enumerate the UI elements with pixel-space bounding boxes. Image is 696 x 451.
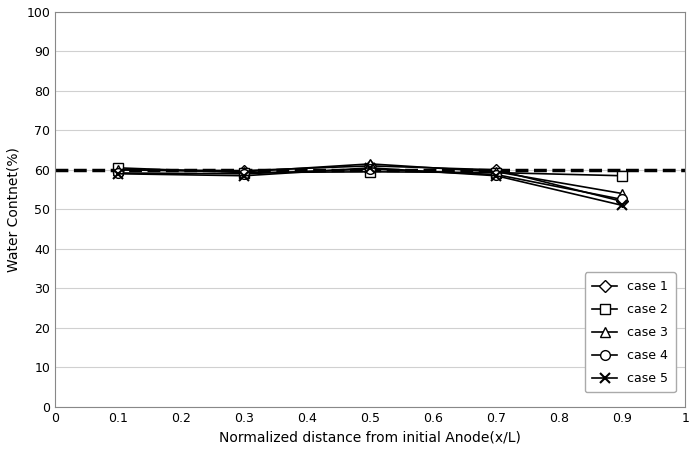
Y-axis label: Water Contnet(%): Water Contnet(%) xyxy=(7,147,21,272)
X-axis label: Normalized distance from initial Anode(x/L): Normalized distance from initial Anode(x… xyxy=(219,430,521,444)
Legend: case 1, case 2, case 3, case 4, case 5: case 1, case 2, case 3, case 4, case 5 xyxy=(585,272,676,392)
